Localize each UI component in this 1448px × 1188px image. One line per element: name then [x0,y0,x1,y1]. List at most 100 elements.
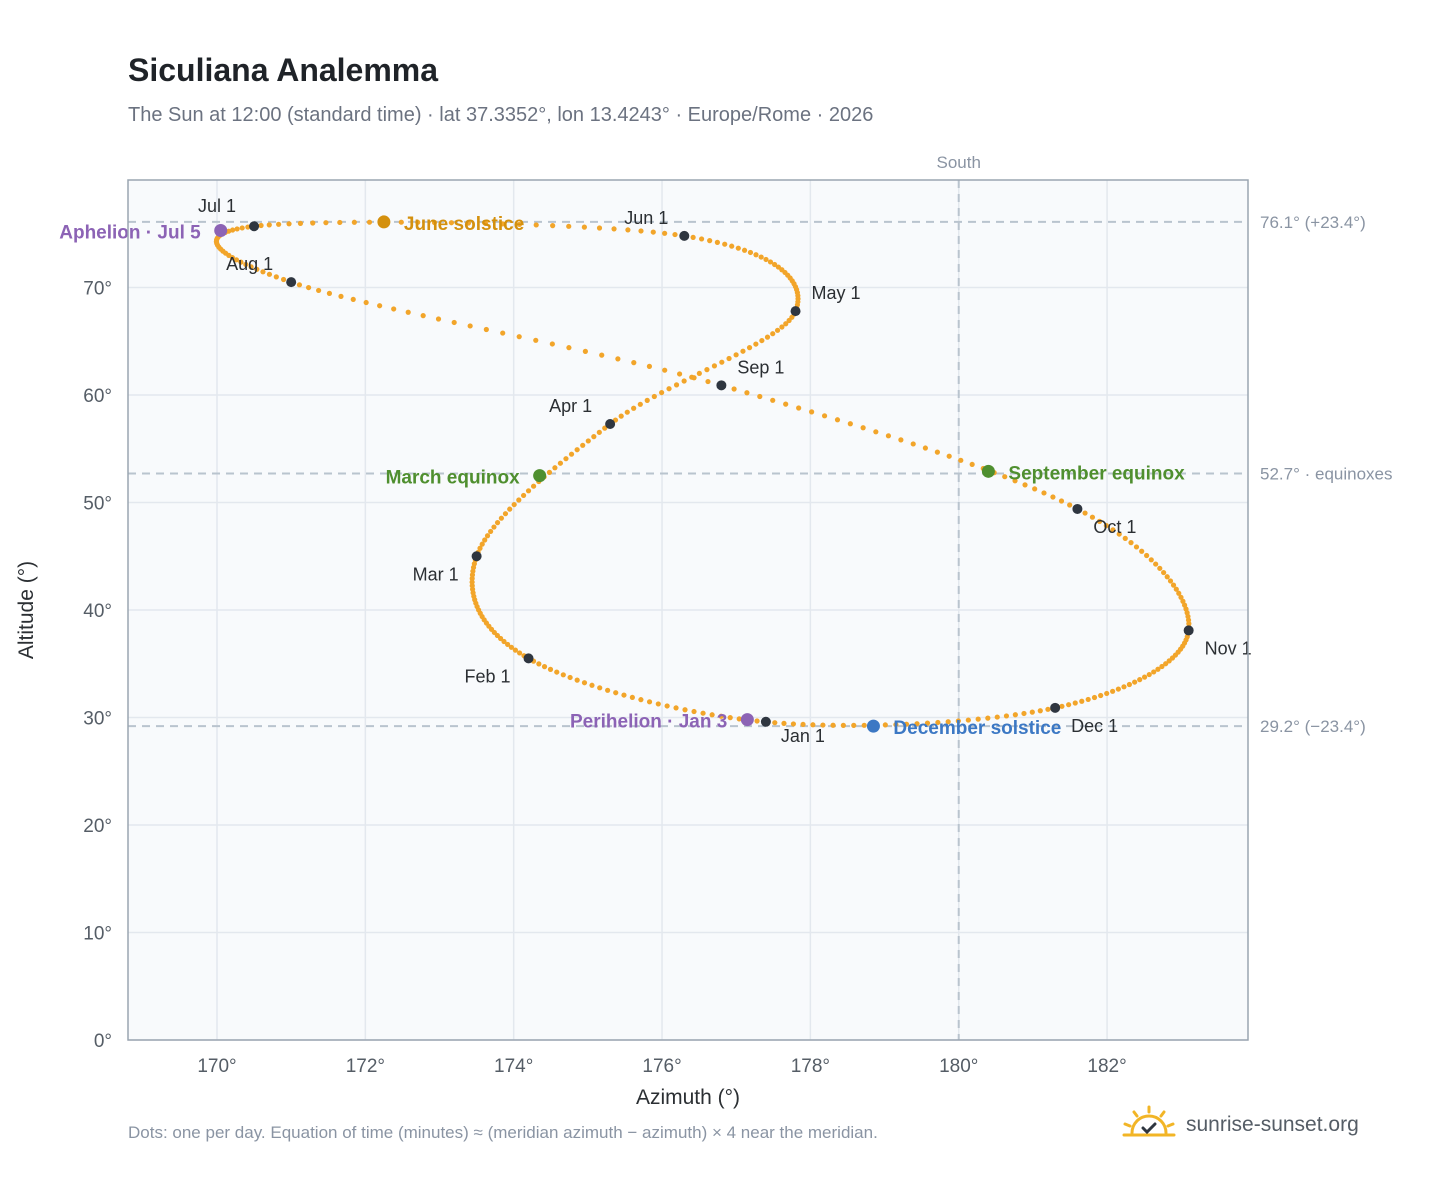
daily-dot [229,254,235,261]
daily-dot [516,221,523,227]
daily-dot [775,264,781,270]
daily-dot [323,220,329,226]
daily-dot [613,690,619,696]
daily-dot [783,321,789,327]
daily-dot [581,680,588,686]
daily-dot [910,441,916,447]
event-marker [740,713,754,727]
daily-dot [230,227,236,233]
daily-dot [655,701,661,707]
daily-dot [1067,502,1073,508]
daily-dot [664,703,670,709]
daily-dot [691,375,697,381]
daily-dot [1170,582,1177,588]
plot-frame [127,179,1249,1041]
month-marker [716,380,727,391]
daily-dot [1173,586,1179,592]
daily-dot [955,718,961,724]
daily-dot [673,705,679,711]
daily-dot [516,334,522,340]
daily-dot [779,324,785,330]
daily-dot [1161,569,1167,576]
daily-dot [479,541,485,547]
daily-dot [248,264,254,270]
daily-dot [1003,713,1010,719]
daily-dot [885,433,892,439]
daily-dot [525,488,532,494]
daily-dot [520,492,527,499]
reference-line-label: 52.7° · equinoxes [1260,464,1393,483]
daily-dot [1104,690,1110,697]
daily-dot [589,682,595,688]
daily-dot [676,371,683,377]
daily-dot [729,243,735,249]
month-marker [1183,625,1194,636]
daily-dot [681,378,687,384]
daily-dot [1133,544,1140,550]
event-label: June solstice [404,214,524,235]
daily-dot [266,222,272,228]
daily-dot [266,271,273,277]
y-tick-label: 70° [83,279,112,300]
daily-dot [736,716,742,722]
daily-dot [1037,708,1043,714]
daily-dot [512,647,519,653]
daily-dot [772,261,778,268]
daily-dot [1091,694,1098,701]
daily-dot [1122,535,1128,541]
event-label: Aphelion · Jul 5 [59,223,201,244]
daily-dot [566,345,572,351]
daily-dot [719,359,725,365]
daily-dot [351,219,357,225]
daily-dot [638,697,644,703]
month-label: Aug 1 [226,254,273,274]
daily-dot [746,345,753,351]
daily-dot [508,644,515,650]
daily-dot [533,337,539,343]
y-tick-label: 60° [83,386,112,407]
daily-dot [305,284,312,291]
daily-dot [696,370,702,377]
daily-dot [851,722,857,728]
daily-dot [935,719,941,726]
daily-dot [650,229,656,235]
daily-dot [834,417,841,423]
daily-dot [698,236,705,242]
daily-dot [772,720,778,726]
daily-dot [659,389,665,396]
daily-dot [533,222,539,228]
daily-dot [431,219,438,226]
daily-dot [1167,578,1174,584]
daily-dot [820,722,826,728]
daily-dot [781,720,787,726]
axis-ticks: 170° 172° 174° 176° 178° 180° 182° 0° 10° 20° 30° 4… [83,279,1126,1078]
daily-dot [580,442,586,448]
month-label: May 1 [812,283,861,303]
daily-dot [924,720,931,726]
brand-name: sunrise-sunset.org [1186,1113,1359,1136]
daily-dot [946,453,952,459]
daily-dot [366,219,373,225]
brand[interactable]: sunrise-sunset.org [1120,1100,1359,1150]
daily-dot [624,409,630,415]
daily-dot [511,501,517,508]
daily-dot [482,220,489,227]
month-label: Feb 1 [464,666,510,686]
daily-dot [840,722,846,728]
daily-dot [985,715,991,721]
daily-dot [465,220,472,226]
x-tick-label: 176° [642,1056,681,1077]
daily-dot [625,227,631,233]
daily-dot [420,313,426,319]
daily-dot [700,710,706,716]
daily-dot [585,438,591,444]
daily-dot [945,719,951,725]
daily-dot [711,363,718,369]
daily-dot [735,245,741,251]
daily-dot [726,355,732,362]
daily-dot [615,356,621,362]
daily-dot [1139,548,1145,554]
daily-dot [494,520,501,526]
daily-dot [1096,518,1103,524]
daily-dot [1157,565,1163,571]
